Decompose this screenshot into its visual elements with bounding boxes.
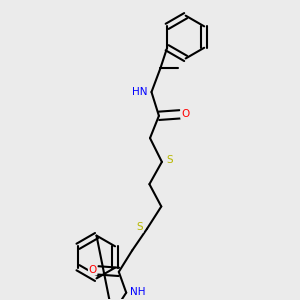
Text: HN: HN — [132, 87, 148, 97]
Text: S: S — [166, 155, 172, 165]
Text: O: O — [88, 265, 97, 275]
Text: S: S — [136, 222, 143, 232]
Text: O: O — [181, 109, 189, 119]
Text: NH: NH — [130, 287, 146, 297]
